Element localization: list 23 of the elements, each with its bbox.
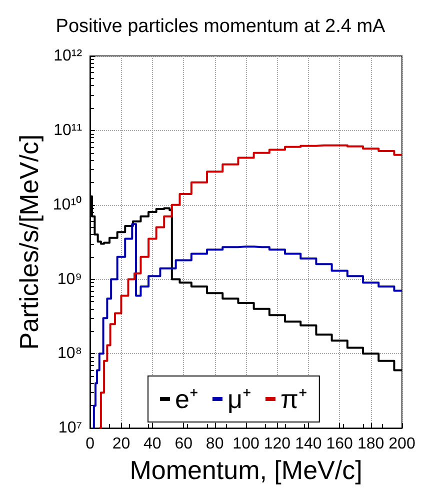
x-tick-label: 120 <box>264 436 291 453</box>
x-tick-label: 60 <box>174 436 193 453</box>
chart-title: Positive particles momentum at 2.4 mA <box>56 16 386 37</box>
y-tick-label: 10⁹ <box>57 270 82 288</box>
y-tick-label: 10¹² <box>54 48 83 64</box>
x-tick-label: 20 <box>112 436 130 453</box>
x-tick-label: 80 <box>206 436 224 453</box>
x-tick-label: 180 <box>357 436 384 453</box>
legend-label: e⁺ <box>175 384 198 414</box>
y-axis-title: Particles/s/[MeV/c] <box>14 134 44 350</box>
x-tick-label: 40 <box>144 436 162 453</box>
x-tick-label: 200 <box>388 436 416 453</box>
x-axis-title: Momentum, [MeV/c] <box>130 455 362 485</box>
y-tick-label: 10⁸ <box>57 345 82 362</box>
x-tick-label: 0 <box>86 436 95 453</box>
x-tick-label: 140 <box>295 436 322 453</box>
legend-label: π⁺ <box>280 384 308 414</box>
y-tick-label: 10¹¹ <box>54 122 82 139</box>
y-tick-label: 10⁷ <box>58 420 82 437</box>
x-tick-label: 100 <box>232 436 260 453</box>
y-tick-label: 10¹⁰ <box>52 195 82 214</box>
legend-label: μ⁺ <box>227 384 252 414</box>
x-tick-label: 160 <box>326 436 354 453</box>
